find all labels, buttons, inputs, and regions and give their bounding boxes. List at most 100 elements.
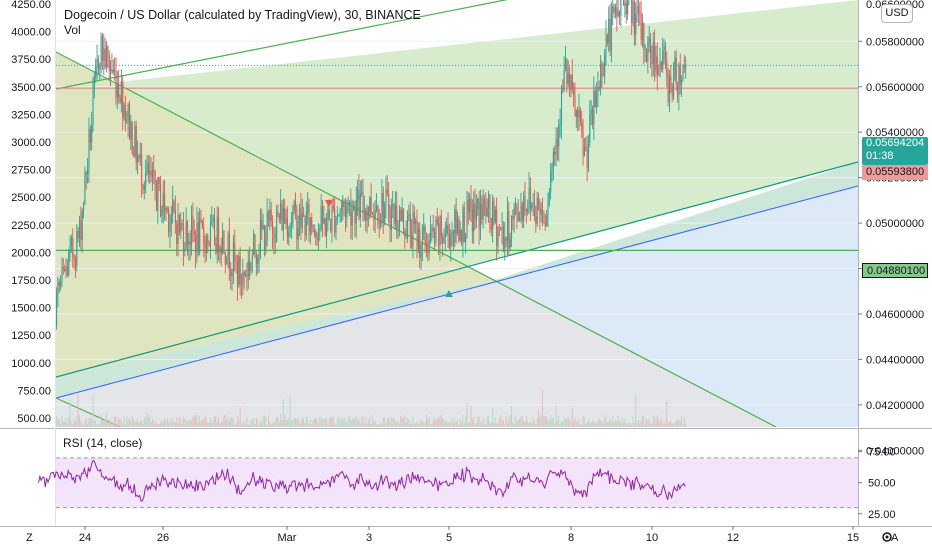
candle-body — [578, 109, 580, 118]
candle-body — [266, 212, 268, 241]
candle-body — [635, 13, 637, 35]
volume-bar — [620, 423, 622, 427]
candle-body — [251, 255, 253, 263]
candle-body — [648, 37, 650, 43]
volume-bar — [150, 422, 152, 427]
candle-body — [388, 193, 390, 218]
candle-body — [83, 204, 85, 212]
candle-body — [457, 218, 459, 234]
volume-bar — [330, 417, 332, 427]
volume-bar — [442, 418, 444, 427]
volume-bar — [93, 420, 95, 427]
candle-body — [438, 223, 440, 246]
currency-button[interactable]: USD — [881, 4, 913, 23]
candle-body — [269, 210, 271, 222]
volume-bar — [625, 423, 627, 427]
candle-body — [552, 151, 554, 167]
volume-bar — [258, 424, 260, 427]
volume-bar — [613, 421, 615, 427]
volume-bar — [651, 423, 653, 427]
candle-body — [481, 203, 483, 220]
volume-bar — [361, 417, 363, 427]
volume-bar — [679, 420, 681, 427]
gear-icon[interactable] — [880, 530, 894, 544]
candle-body — [565, 58, 567, 71]
volume-bar — [336, 418, 338, 427]
candle-body — [268, 212, 270, 222]
volume-bar — [435, 420, 437, 427]
volume-bar — [286, 419, 288, 427]
candle-body — [509, 238, 511, 248]
candle-body — [637, 6, 639, 13]
candle-body — [673, 77, 675, 97]
volume-bar — [641, 415, 643, 427]
volume-bar — [353, 418, 355, 427]
volume-bar — [447, 421, 449, 427]
volume-bar — [226, 419, 228, 427]
volume-bar — [257, 419, 259, 427]
volume-bar — [308, 423, 310, 427]
candle-body — [103, 48, 105, 61]
right-axis-label: 0.04000000 — [866, 445, 924, 457]
volume-bar — [555, 405, 557, 427]
candle-body — [297, 227, 299, 240]
volume-bar — [359, 423, 361, 427]
candle-body — [57, 282, 59, 294]
volume-bar — [536, 418, 538, 427]
candle-body — [583, 146, 585, 156]
volume-bar — [155, 422, 157, 427]
volume-bar — [277, 417, 279, 427]
volume-bar — [471, 418, 473, 427]
volume-bar — [193, 416, 195, 427]
volume-bar — [558, 415, 560, 427]
auto-scale-button[interactable]: A — [891, 532, 899, 544]
candle-body — [551, 166, 553, 172]
volume-bar — [404, 415, 406, 427]
candle-body — [191, 215, 193, 245]
volume-bar — [513, 423, 515, 427]
candle-body — [274, 241, 276, 243]
candle-body — [643, 23, 645, 50]
candle-body — [95, 65, 97, 78]
candle-body — [145, 173, 147, 185]
volume-bar — [261, 421, 263, 427]
volume-bar — [141, 421, 143, 427]
candle-body — [516, 205, 518, 214]
candle-body — [390, 206, 392, 230]
volume-bar — [601, 420, 603, 427]
candle-body — [373, 213, 375, 220]
volume-bar — [53, 418, 54, 427]
zoom-button[interactable]: Z — [26, 532, 33, 544]
candle-body — [177, 214, 179, 244]
candle-body — [180, 223, 182, 233]
candle-body — [525, 208, 527, 212]
candle-body — [466, 200, 468, 237]
candle-body — [64, 268, 66, 271]
candle-body — [212, 217, 214, 222]
candle-body — [666, 60, 668, 75]
volume-bar — [583, 417, 585, 427]
right-axis-label: 0.05000000 — [866, 218, 924, 230]
candle-body — [128, 104, 131, 140]
volume-bar — [293, 417, 295, 427]
volume-bar — [493, 422, 495, 427]
volume-bar — [540, 415, 542, 427]
candle-body — [582, 130, 584, 156]
volume-bar — [211, 422, 213, 427]
volume-bar — [417, 424, 419, 427]
volume-bar — [137, 418, 139, 427]
volume-bar — [484, 424, 485, 427]
volume-bar — [270, 423, 272, 427]
volume-bar — [502, 420, 504, 427]
volume-bar — [386, 418, 388, 427]
volume-bar — [640, 421, 642, 427]
volume-bar — [120, 420, 122, 427]
volume-bar — [76, 415, 78, 427]
volume-bar — [133, 419, 134, 427]
volume-bar — [231, 416, 233, 427]
volume-bar — [108, 419, 110, 427]
volume-bar — [66, 423, 68, 427]
candle-body — [596, 96, 598, 108]
volume-bar — [307, 416, 309, 427]
